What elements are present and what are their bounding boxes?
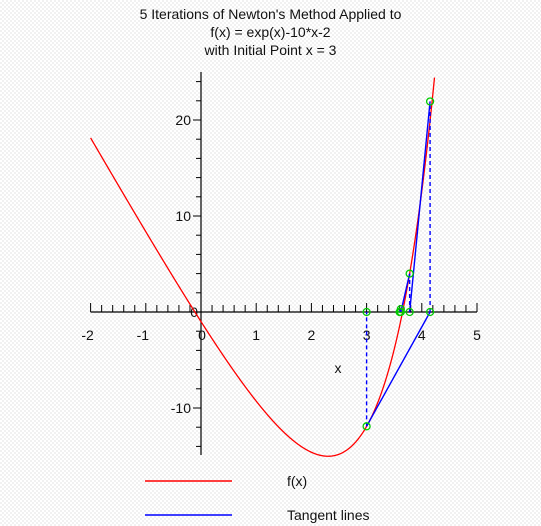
x-tick-label: -2 [81,327,94,343]
y-tick-label: 20 [175,112,191,128]
x-tick-label: -1 [137,327,150,343]
tangent-line [399,308,402,313]
newton-point-marker [425,97,435,106]
axis-intersection-marker [405,307,414,317]
x-tick-label: 0 [198,327,206,343]
newton-point-marker [405,269,414,278]
axis-intersection-marker [425,307,435,317]
chart-title-line-1: 5 Iterations of Newton's Method Applied … [139,6,402,22]
chart-title-line-3: with Initial Point x = 3 [204,42,337,58]
axis-intersection-marker [395,307,404,317]
y-tick-label: -10 [171,400,191,416]
x-tick-label: 2 [308,327,316,343]
x-axis-label: x [335,360,342,376]
tangent-line [408,101,431,313]
legend-label-tangent: Tangent lines [287,507,370,523]
curve-layer [90,77,436,457]
newton-point-marker [362,422,371,431]
fx-curve [90,77,436,457]
legend: f(x) Tangent lines [145,473,370,523]
axis-intersection-marker [362,307,371,317]
legend-label-fx: f(x) [287,473,307,489]
tangent-layer [365,101,431,427]
chart-title-line-2: f(x) = exp(x)-10*x-2 [210,24,331,40]
x-tick-label: 4 [418,327,426,343]
x-tick-label: 1 [252,327,260,343]
tangent-line [365,311,431,427]
y-tick-label: 10 [175,208,191,224]
x-tick-label: 5 [473,327,481,343]
marker-layer [362,97,435,431]
